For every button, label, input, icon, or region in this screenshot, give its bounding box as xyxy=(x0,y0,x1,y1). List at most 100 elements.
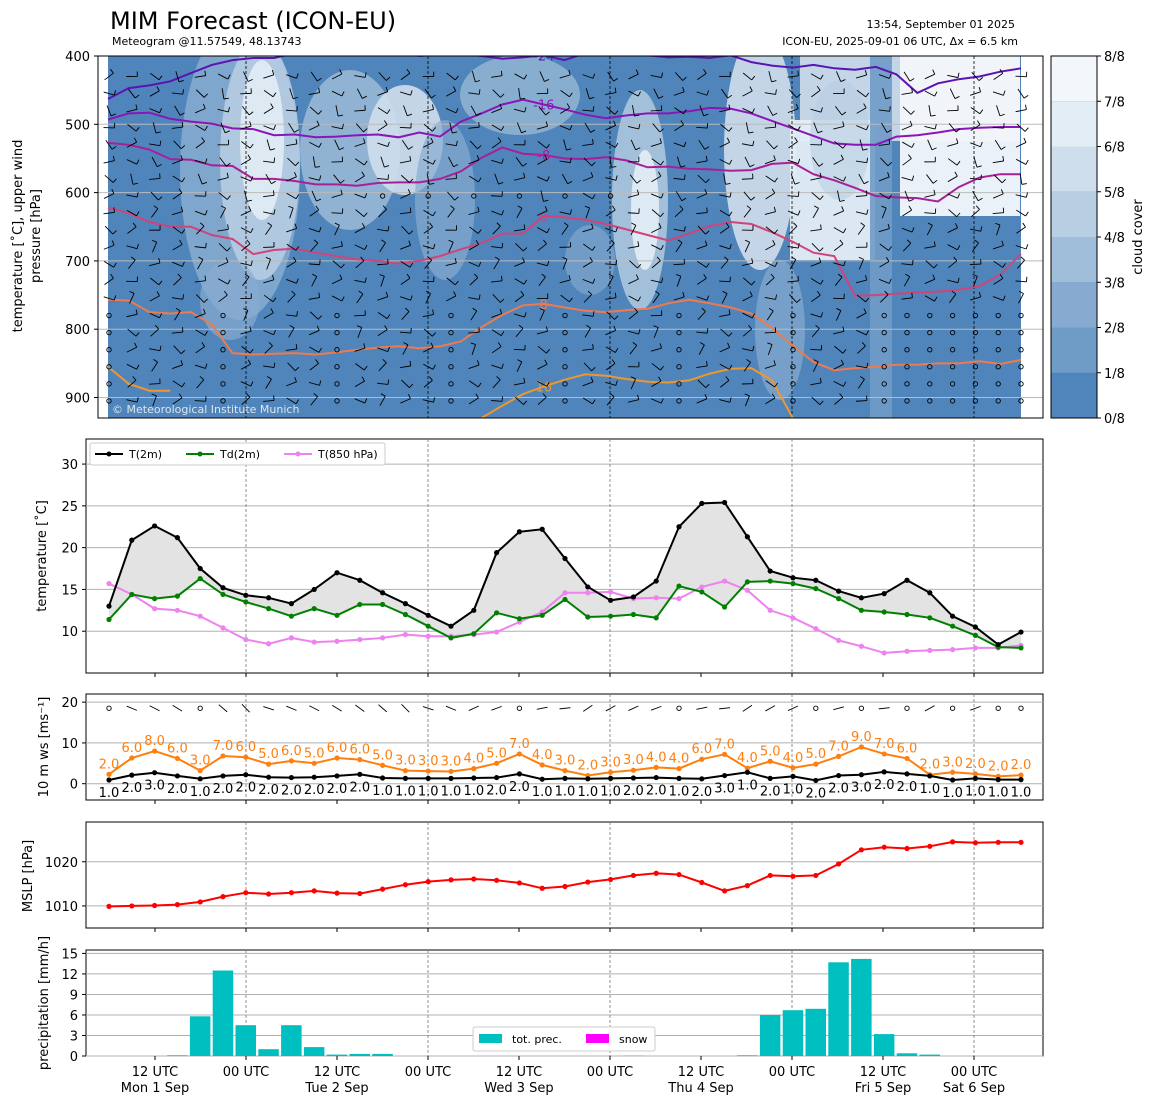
wind-barb-flag xyxy=(956,138,959,144)
wind-barb xyxy=(813,122,819,134)
wind-barb xyxy=(309,124,320,131)
wind-barb xyxy=(996,105,1001,117)
mslp-point xyxy=(995,839,1001,845)
gust-point xyxy=(425,768,431,774)
wind-barb-flag xyxy=(704,240,708,246)
wind-barb xyxy=(469,380,479,388)
upper-y-tick-label: 600 xyxy=(65,187,90,202)
wind-barb xyxy=(536,176,548,182)
wind-barb-flag xyxy=(110,113,116,117)
wind-barb xyxy=(468,397,479,405)
wind-barb-flag xyxy=(957,193,961,199)
wind-barb xyxy=(377,228,389,232)
wind-barb-flag xyxy=(747,324,752,330)
wind-barb xyxy=(240,227,251,234)
wind-barb-flag xyxy=(568,274,571,281)
wind-barb xyxy=(424,259,433,269)
wind-barb-flag xyxy=(866,157,869,163)
wind-barb xyxy=(810,177,822,181)
wind-barb xyxy=(765,226,775,234)
t850-point xyxy=(288,635,294,641)
wind-barb-flag xyxy=(956,160,961,166)
wind-barb xyxy=(650,347,662,352)
wind-barb xyxy=(627,212,639,214)
wind-barb xyxy=(423,328,433,337)
wind-barb xyxy=(401,379,410,388)
wind-barb-flag xyxy=(568,69,571,76)
wind-barb-flag xyxy=(136,211,140,217)
t2m-point xyxy=(653,578,659,584)
precipitation-bar xyxy=(349,1053,370,1056)
wind-barb xyxy=(266,139,271,151)
wind-barb-flag xyxy=(773,360,776,366)
wind-barb-flag xyxy=(500,331,505,336)
wind-barb-flag xyxy=(454,280,459,286)
wind-barb-flag xyxy=(129,290,135,294)
upper-y-tick-label: 900 xyxy=(65,392,90,407)
wind-barb-flag xyxy=(226,247,231,252)
wind-barb-flag xyxy=(886,129,892,133)
wind-barb xyxy=(971,242,979,253)
wind-barb-flag xyxy=(770,273,775,278)
gust-value-label: 9.0 xyxy=(851,730,872,745)
t850-point xyxy=(950,647,956,653)
wind-barb-flag xyxy=(843,260,846,266)
wind-barb-flag xyxy=(250,260,253,266)
wind-barb xyxy=(605,330,616,336)
mean-wind-point xyxy=(858,772,865,778)
mslp-point xyxy=(311,888,317,894)
calm-marker xyxy=(881,312,887,319)
mean-wind-point xyxy=(881,769,887,775)
wind-barb-flag xyxy=(634,114,640,117)
wind-barb-flag xyxy=(204,210,208,216)
wind-barb xyxy=(287,157,296,167)
wind-barb-flag xyxy=(294,172,297,177)
calm-marker xyxy=(995,381,1001,387)
wind-barb-flag xyxy=(269,148,276,151)
wind-barb xyxy=(628,90,639,97)
wind-barb-flag xyxy=(292,96,298,100)
colorbar-band xyxy=(1051,191,1097,237)
wind-barb-flag xyxy=(382,359,387,364)
wind-barb-flag xyxy=(266,376,272,380)
t850-point xyxy=(699,584,705,590)
wind-barb xyxy=(971,72,980,81)
wind-barb xyxy=(311,276,318,287)
wind-barb xyxy=(356,88,363,99)
gust-point xyxy=(129,755,135,761)
wind-barb xyxy=(811,89,821,98)
wind-barb xyxy=(833,243,844,251)
calm-marker xyxy=(927,381,933,387)
wind-barb-flag xyxy=(387,141,390,147)
mean-wind-point xyxy=(562,775,568,781)
wind-barb xyxy=(149,262,161,267)
wind-barb xyxy=(171,331,183,334)
calm-marker xyxy=(904,347,910,353)
wind-barb xyxy=(582,397,593,405)
wind-barb xyxy=(606,106,615,115)
wind-barb xyxy=(696,91,708,96)
wind-barb xyxy=(357,327,363,338)
wind-barb-flag xyxy=(520,97,526,100)
wind-barb xyxy=(104,72,114,81)
wind-barb xyxy=(973,156,978,168)
mslp-point xyxy=(494,877,500,883)
td2m-point xyxy=(744,579,751,585)
wind-barb xyxy=(171,126,183,129)
wind-barb-flag xyxy=(296,311,298,317)
wind-barb xyxy=(605,297,617,300)
gust-point xyxy=(243,754,249,760)
precipitation-legend: tot. prec. snow xyxy=(472,1026,656,1052)
wind-barb-flag xyxy=(363,212,368,217)
wind-barb-flag xyxy=(386,76,391,81)
isotherm-line xyxy=(107,98,1021,146)
wind-barb-flag xyxy=(134,94,140,99)
wind-barb-flag xyxy=(705,178,710,183)
wind-barb-flag xyxy=(475,393,479,399)
wind-barb xyxy=(902,106,912,115)
wind-barb-flag xyxy=(591,161,596,167)
wind-barb xyxy=(765,192,776,200)
precipitation-bar xyxy=(167,1055,188,1056)
